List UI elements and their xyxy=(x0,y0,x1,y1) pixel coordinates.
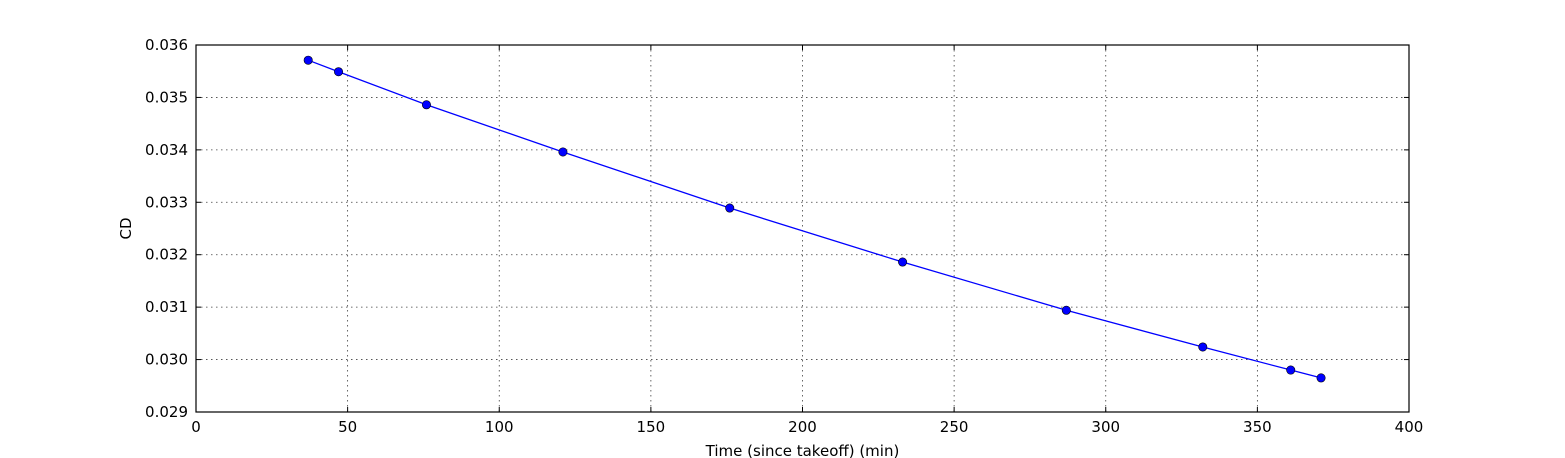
y-tick-label: 0.036 xyxy=(145,36,188,54)
x-tick-label: 400 xyxy=(1395,418,1424,436)
x-tick-label: 300 xyxy=(1091,418,1120,436)
x-tick-label: 50 xyxy=(338,418,357,436)
y-tick-label: 0.035 xyxy=(145,88,188,106)
data-point xyxy=(334,67,344,77)
y-tick-label: 0.033 xyxy=(145,193,188,211)
x-tick-label: 0 xyxy=(191,418,201,436)
data-series xyxy=(303,55,1326,383)
y-tick-label: 0.032 xyxy=(145,246,188,264)
y-tick-label: 0.034 xyxy=(145,141,188,159)
data-point xyxy=(1286,365,1296,375)
x-tick-label: 150 xyxy=(637,418,666,436)
data-point xyxy=(1061,305,1071,315)
data-point xyxy=(303,55,313,65)
data-point xyxy=(558,147,568,157)
y-axis-label: CD xyxy=(117,217,135,239)
data-point xyxy=(898,257,908,267)
x-tick-label: 200 xyxy=(788,418,817,436)
data-point xyxy=(725,203,735,213)
data-point xyxy=(1198,342,1208,352)
data-point xyxy=(421,100,431,110)
x-tick-label: 250 xyxy=(940,418,969,436)
data-point xyxy=(1316,373,1326,383)
x-tick-label: 100 xyxy=(485,418,514,436)
y-tick-label: 0.030 xyxy=(145,351,188,369)
y-tick-label: 0.029 xyxy=(145,403,188,421)
x-tick-label: 350 xyxy=(1243,418,1272,436)
x-axis-label: Time (since takeoff) (min) xyxy=(705,442,900,458)
grid xyxy=(196,45,1409,412)
axis-ticks: 0 50 100 150 200 250 300 350 400 0.029 0.030 0.031 0… xyxy=(145,36,1423,436)
series-line xyxy=(307,59,1322,379)
y-tick-label: 0.031 xyxy=(145,298,188,316)
